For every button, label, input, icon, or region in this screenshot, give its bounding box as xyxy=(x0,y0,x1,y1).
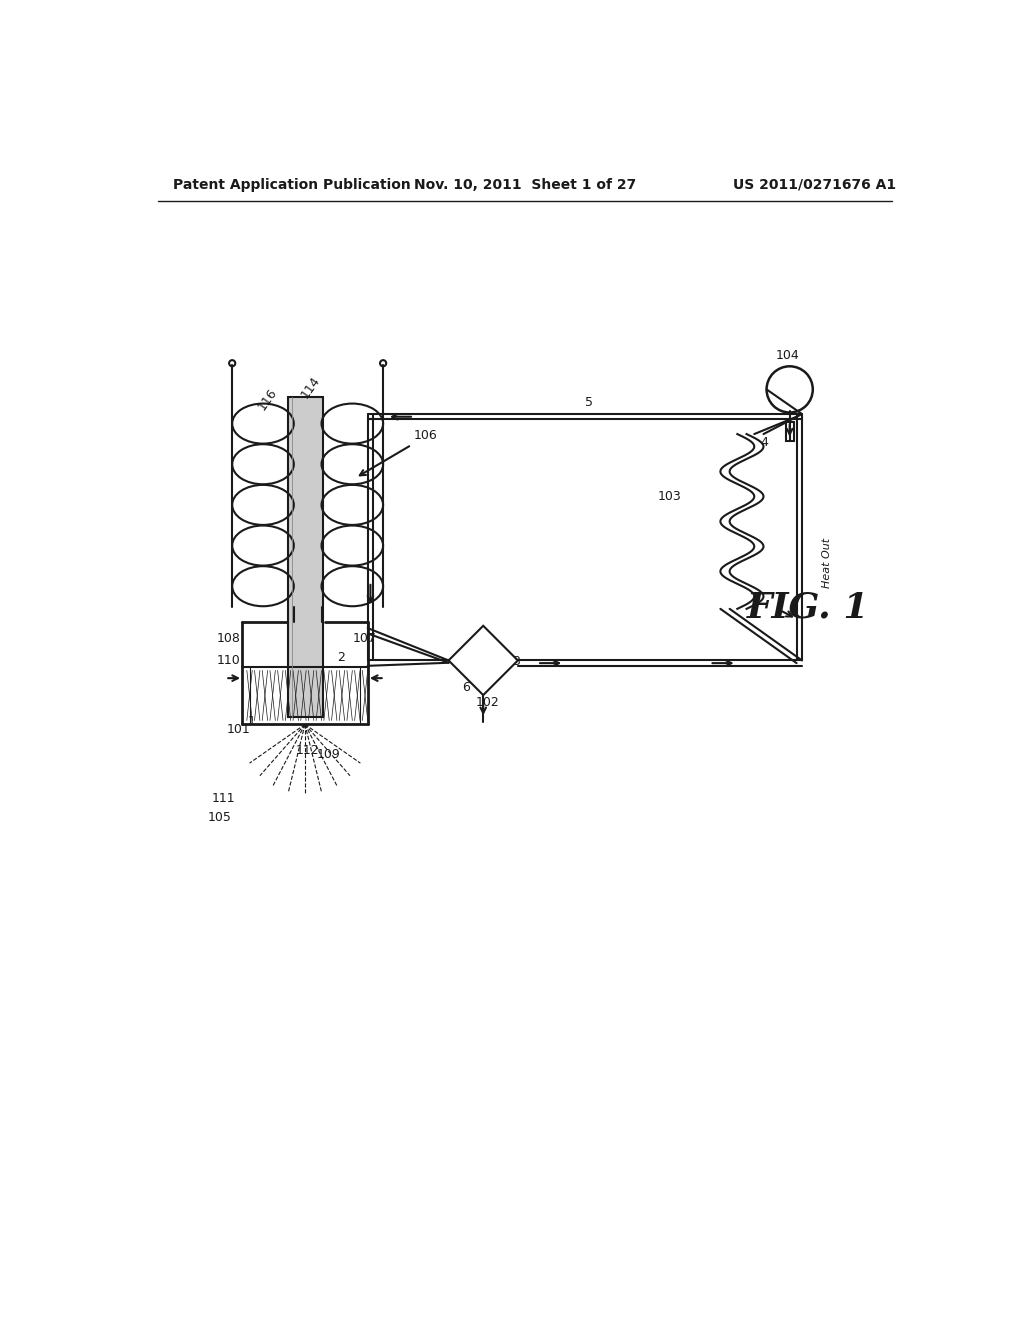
Text: 102: 102 xyxy=(475,696,500,709)
Text: 104: 104 xyxy=(776,348,800,362)
Text: 105: 105 xyxy=(208,812,231,825)
Text: FIG. 1: FIG. 1 xyxy=(746,590,869,624)
Bar xyxy=(289,397,323,717)
Text: 107: 107 xyxy=(352,632,376,645)
Text: US 2011/0271676 A1: US 2011/0271676 A1 xyxy=(733,178,896,191)
Text: 4: 4 xyxy=(761,437,768,450)
Text: 110: 110 xyxy=(217,653,241,667)
Text: 101: 101 xyxy=(226,723,251,737)
Text: 1: 1 xyxy=(248,715,255,729)
Text: 108: 108 xyxy=(217,632,241,645)
Text: 106: 106 xyxy=(414,429,437,442)
Text: 112: 112 xyxy=(296,744,319,758)
Text: 114: 114 xyxy=(298,374,323,401)
Text: 3: 3 xyxy=(512,655,519,668)
Text: Patent Application Publication: Patent Application Publication xyxy=(173,178,411,191)
Bar xyxy=(785,422,794,441)
Text: Heat Out: Heat Out xyxy=(822,539,833,589)
Text: 103: 103 xyxy=(658,490,682,503)
Text: 6: 6 xyxy=(462,681,470,693)
Text: 5: 5 xyxy=(585,396,593,409)
Text: 111: 111 xyxy=(211,792,236,805)
Text: 109: 109 xyxy=(316,747,341,760)
Text: Nov. 10, 2011  Sheet 1 of 27: Nov. 10, 2011 Sheet 1 of 27 xyxy=(414,178,636,191)
Text: 116: 116 xyxy=(255,385,280,413)
Text: 2: 2 xyxy=(337,651,345,664)
